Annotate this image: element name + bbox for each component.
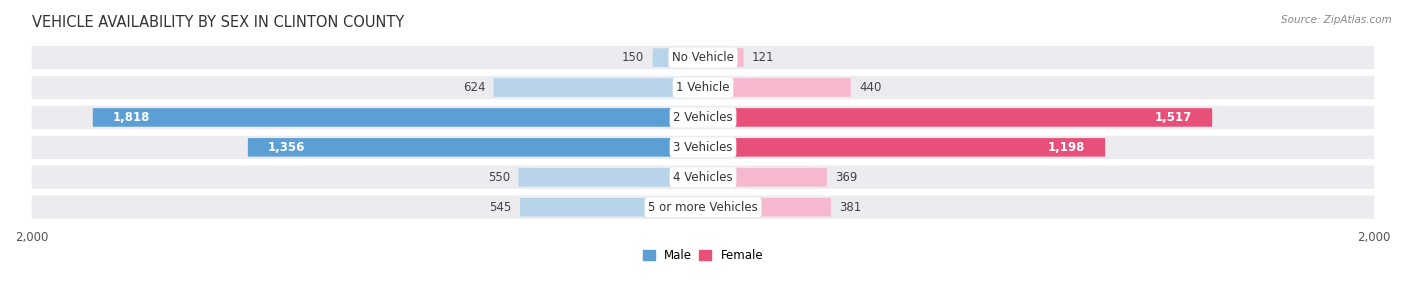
FancyBboxPatch shape (32, 106, 1374, 129)
FancyBboxPatch shape (519, 168, 703, 187)
Text: VEHICLE AVAILABILITY BY SEX IN CLINTON COUNTY: VEHICLE AVAILABILITY BY SEX IN CLINTON C… (32, 15, 404, 30)
Text: 1 Vehicle: 1 Vehicle (676, 81, 730, 94)
Text: 1,517: 1,517 (1154, 111, 1192, 124)
Text: 1,198: 1,198 (1047, 141, 1085, 154)
FancyBboxPatch shape (32, 166, 1374, 189)
FancyBboxPatch shape (32, 76, 1374, 99)
Text: 550: 550 (488, 171, 510, 184)
Text: 624: 624 (463, 81, 485, 94)
Text: 121: 121 (752, 51, 775, 64)
FancyBboxPatch shape (703, 168, 827, 187)
FancyBboxPatch shape (703, 48, 744, 67)
Text: 5 or more Vehicles: 5 or more Vehicles (648, 201, 758, 214)
Text: 1,818: 1,818 (112, 111, 150, 124)
Text: 381: 381 (839, 201, 862, 214)
FancyBboxPatch shape (703, 138, 1105, 157)
FancyBboxPatch shape (32, 196, 1374, 219)
FancyBboxPatch shape (703, 198, 831, 217)
FancyBboxPatch shape (703, 78, 851, 97)
Text: 545: 545 (489, 201, 512, 214)
Text: 440: 440 (859, 81, 882, 94)
Text: 3 Vehicles: 3 Vehicles (673, 141, 733, 154)
Legend: Male, Female: Male, Female (643, 249, 763, 262)
FancyBboxPatch shape (32, 136, 1374, 159)
FancyBboxPatch shape (494, 78, 703, 97)
Text: 369: 369 (835, 171, 858, 184)
Text: 2 Vehicles: 2 Vehicles (673, 111, 733, 124)
Text: No Vehicle: No Vehicle (672, 51, 734, 64)
FancyBboxPatch shape (703, 108, 1212, 127)
FancyBboxPatch shape (247, 138, 703, 157)
Text: 4 Vehicles: 4 Vehicles (673, 171, 733, 184)
Text: Source: ZipAtlas.com: Source: ZipAtlas.com (1281, 15, 1392, 25)
FancyBboxPatch shape (32, 46, 1374, 69)
FancyBboxPatch shape (520, 198, 703, 217)
FancyBboxPatch shape (652, 48, 703, 67)
FancyBboxPatch shape (93, 108, 703, 127)
Text: 150: 150 (621, 51, 644, 64)
Text: 1,356: 1,356 (269, 141, 305, 154)
